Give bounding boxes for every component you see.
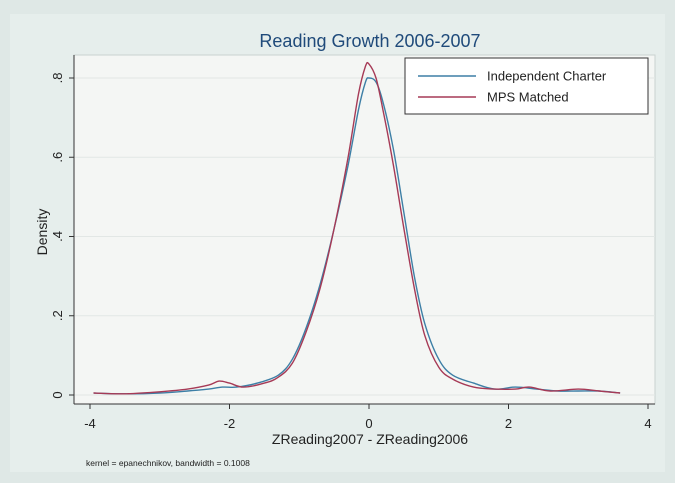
x-tick-label: 0 (365, 416, 372, 431)
chart-title: Reading Growth 2006-2007 (259, 31, 480, 51)
x-tick-label: 2 (505, 416, 512, 431)
y-axis-title: Density (34, 209, 50, 256)
legend-label: Independent Charter (487, 69, 607, 84)
y-tick-label: 0 (50, 391, 65, 398)
series-line-independent-charter (93, 77, 621, 395)
x-tick-label: -2 (224, 416, 236, 431)
series-line-mps-matched (93, 61, 621, 395)
x-tick-label: -4 (84, 416, 96, 431)
y-tick-label: .2 (50, 310, 65, 321)
x-axis-title: ZReading2007 - ZReading2006 (272, 431, 468, 447)
y-tick-label: .8 (50, 73, 65, 84)
legend-label: MPS Matched (487, 90, 569, 105)
legend-box (404, 57, 649, 115)
x-tick-label: 4 (644, 416, 651, 431)
y-tick-label: .4 (50, 231, 65, 242)
kernel-note: kernel = epanechnikov, bandwidth = 0.100… (86, 458, 250, 468)
y-tick-label: .6 (50, 152, 65, 163)
